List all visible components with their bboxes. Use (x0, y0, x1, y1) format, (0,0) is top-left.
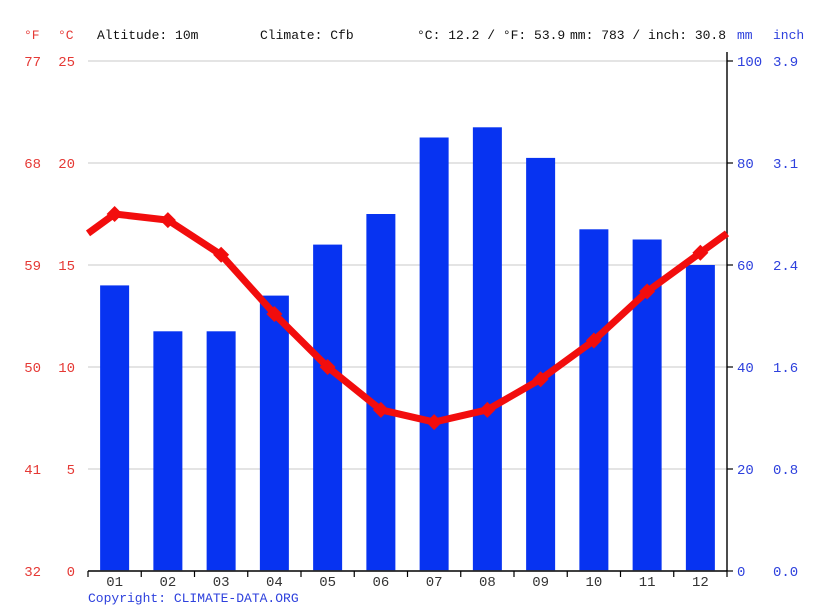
month-label-11: 11 (639, 575, 656, 591)
c-axis-label-15: 15 (58, 259, 75, 275)
month-label-05: 05 (319, 575, 336, 591)
precipitation-bar-12 (685, 265, 715, 571)
month-label-07: 07 (426, 575, 443, 591)
month-label-06: 06 (372, 575, 389, 591)
f-axis-label-59: 59 (24, 259, 41, 275)
fahrenheit-axis-title: °F (24, 28, 40, 43)
temperature-point-05 (319, 359, 336, 375)
precipitation-bar-08 (472, 127, 502, 571)
altitude-label: Altitude: 10m (97, 28, 199, 43)
mean-temperature-label: °C: 12.2 / °F: 53.9 (417, 28, 566, 43)
month-label-08: 08 (479, 575, 496, 591)
month-label-04: 04 (266, 575, 283, 591)
precipitation-bar-02 (153, 331, 183, 571)
precipitation-bar-01 (100, 285, 130, 571)
f-axis-label-68: 68 (24, 157, 41, 173)
month-label-02: 02 (159, 575, 176, 591)
mm-axis-label-60: 60 (737, 259, 754, 275)
precipitation-bar-09 (526, 157, 556, 571)
temperature-line (85, 210, 730, 426)
precipitation-bar-03 (206, 331, 236, 571)
c-axis-label-20: 20 (58, 157, 75, 173)
climate-type-label: Climate: Cfb (260, 28, 354, 43)
month-label-03: 03 (213, 575, 230, 591)
precipitation-bar-07 (419, 137, 449, 571)
temperature-point-07 (426, 414, 443, 431)
f-axis-label-77: 77 (24, 55, 41, 71)
month-label-09: 09 (532, 575, 549, 591)
mm-axis-title: mm (737, 28, 753, 43)
inch-axis-title: inch (773, 28, 805, 43)
f-axis-label-41: 41 (24, 463, 41, 479)
mm-axis-label-80: 80 (737, 157, 754, 173)
temperature-point-11 (639, 283, 656, 300)
inch-axis-label-3.9: 3.9 (773, 55, 798, 71)
inch-axis-label-3.1: 3.1 (773, 157, 798, 173)
precipitation-bar-06 (366, 214, 396, 571)
f-axis-label-32: 32 (24, 565, 41, 581)
f-axis-label-50: 50 (24, 361, 41, 377)
mm-axis-label-0: 0 (737, 565, 745, 581)
c-axis-label-25: 25 (58, 55, 75, 71)
inch-axis-label-0.8: 0.8 (773, 463, 798, 479)
temperature-point-04 (266, 305, 283, 322)
mm-axis-label-20: 20 (737, 463, 754, 479)
inch-axis-label-1.6: 1.6 (773, 361, 798, 377)
inch-axis-label-2.4: 2.4 (773, 259, 798, 275)
mm-axis-label-100: 100 (737, 55, 762, 71)
copyright-link[interactable]: Copyright: CLIMATE-DATA.ORG (88, 591, 299, 606)
temperature-point-09 (532, 371, 549, 388)
temperature-point-12 (692, 244, 709, 261)
c-axis-label-5: 5 (67, 463, 75, 479)
temperature-point-06 (372, 401, 389, 418)
temperature-point-01 (106, 206, 123, 222)
temperature-point-08 (479, 401, 496, 418)
precipitation-bar-10 (579, 229, 609, 571)
inch-axis-label-0.0: 0.0 (773, 565, 798, 581)
month-label-12: 12 (692, 575, 709, 591)
celsius-axis-title: °C (58, 28, 74, 43)
c-axis-label-0: 0 (67, 565, 75, 581)
month-label-10: 10 (585, 575, 602, 591)
temperature-point-03 (213, 246, 230, 263)
mm-axis-label-40: 40 (737, 361, 754, 377)
precipitation-bar-04 (259, 295, 289, 571)
month-label-01: 01 (106, 575, 123, 591)
temperature-point-10 (585, 332, 602, 349)
annual-precipitation-label: mm: 783 / inch: 30.8 (570, 28, 727, 43)
temperature-point-02 (159, 212, 176, 229)
precipitation-bar-05 (313, 244, 343, 571)
c-axis-label-10: 10 (58, 361, 75, 377)
